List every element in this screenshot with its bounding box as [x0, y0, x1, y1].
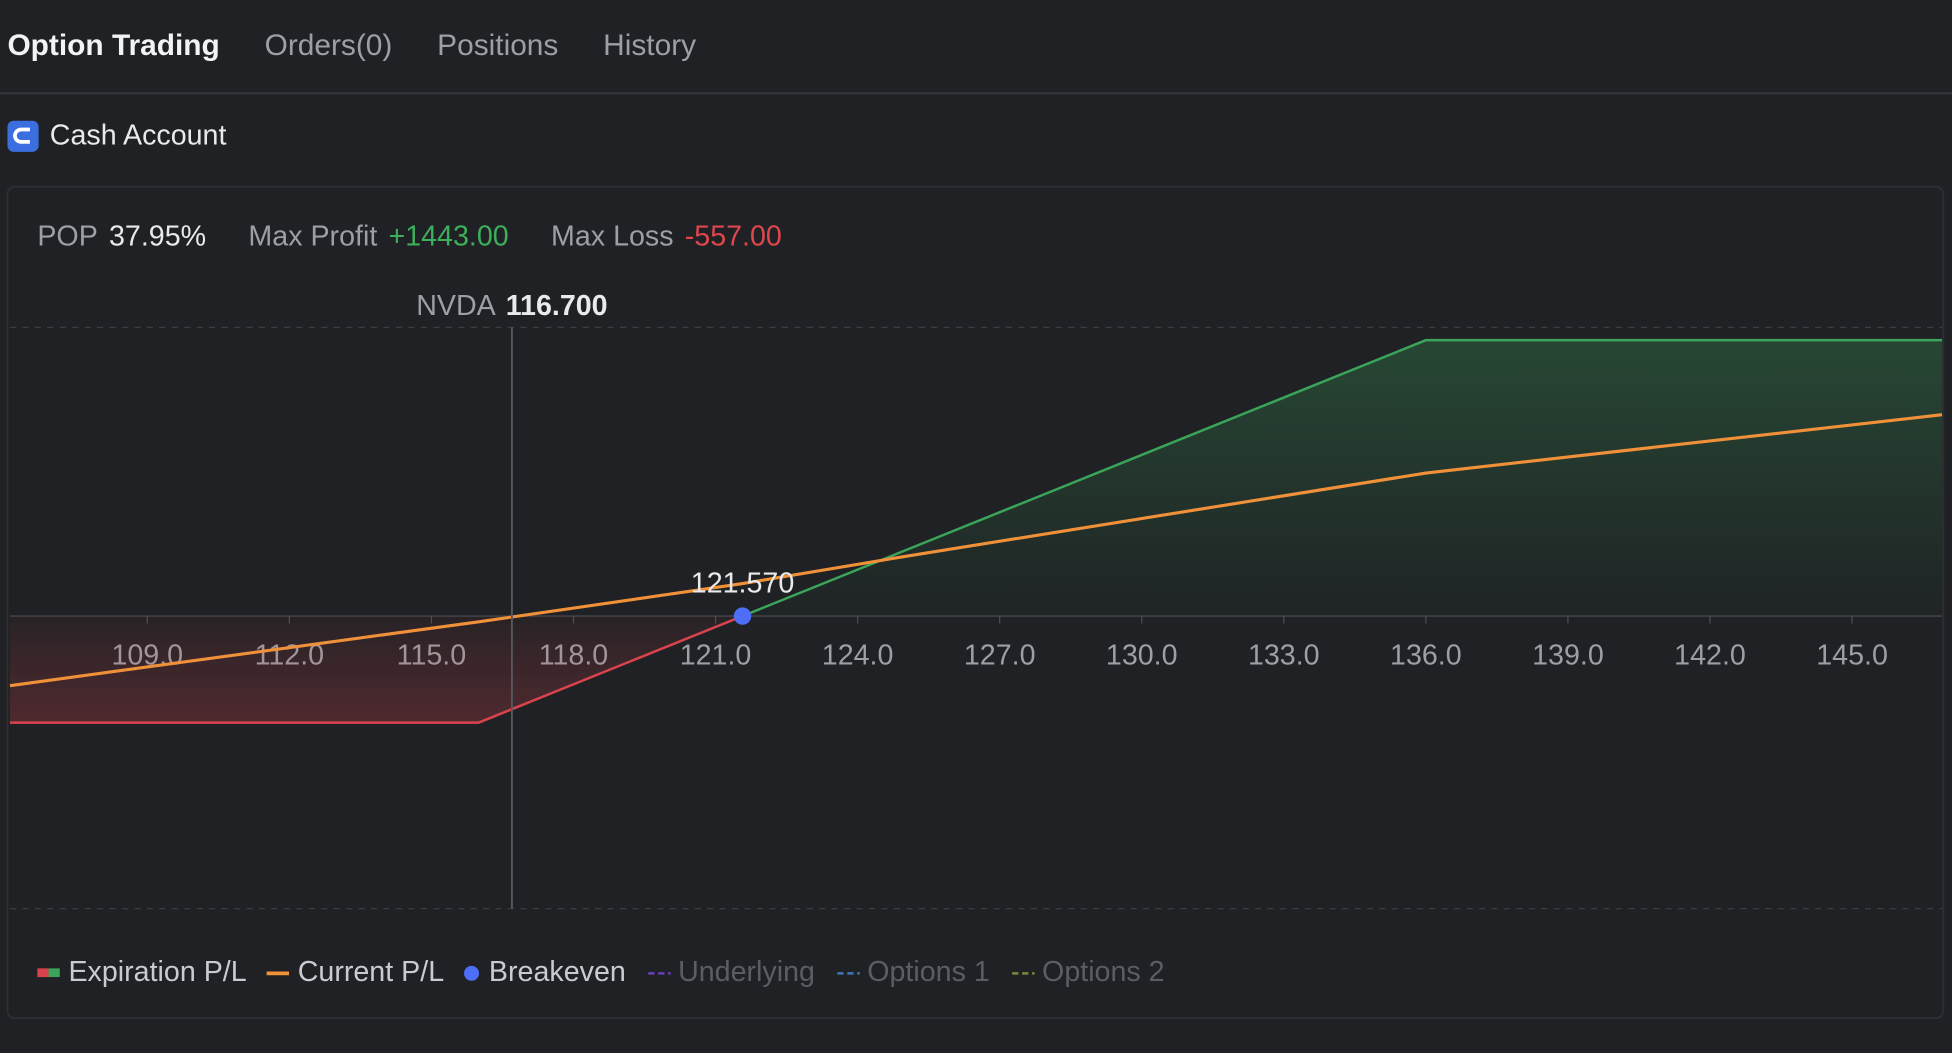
legend-label[interactable]: Options 1 [867, 956, 990, 988]
stat-value: -557.00 [685, 220, 782, 252]
x-tick-label: 127.0 [964, 640, 1036, 672]
stat-label: Max Profit [248, 220, 377, 252]
x-tick-label: 124.0 [822, 640, 894, 672]
x-tick-label: 145.0 [1816, 640, 1888, 672]
x-tick-label: 139.0 [1532, 640, 1604, 672]
x-tick-label: 133.0 [1248, 640, 1320, 672]
account-icon [7, 120, 39, 152]
legend-label[interactable]: Expiration P/L [68, 956, 246, 988]
underlying-name: NVDA [416, 290, 496, 322]
account-icon-glyph [13, 127, 30, 144]
x-tick-label: 130.0 [1106, 640, 1178, 672]
breakeven-point [733, 607, 752, 625]
tab[interactable]: Option Trading [7, 29, 219, 62]
x-tick-label: 121.0 [680, 640, 752, 672]
stat-value: +1443.00 [388, 220, 508, 252]
x-tick-label: 142.0 [1674, 640, 1746, 672]
stat-label: Max Loss [551, 220, 674, 252]
legend-icon [37, 968, 49, 978]
tab[interactable]: Orders(0) [265, 29, 393, 62]
stat-label: POP [37, 220, 97, 252]
chart-panel [6, 185, 1945, 1020]
legend-icon [464, 965, 479, 981]
legend-icon [48, 968, 60, 978]
legend-label[interactable]: Underlying [678, 956, 815, 988]
tab[interactable]: History [603, 29, 696, 62]
tab[interactable]: Positions [437, 29, 558, 62]
loss-area [9, 616, 1943, 723]
account-name[interactable]: Cash Account [50, 119, 227, 151]
breakeven-label: 121.570 [691, 568, 794, 600]
expiration-line-profit [739, 338, 1943, 617]
profit-area [742, 340, 1943, 617]
legend-label[interactable]: Breakeven [489, 956, 626, 988]
legend-label[interactable]: Current P/L [298, 956, 444, 988]
stat-value: 37.95% [109, 220, 206, 252]
legend-label[interactable]: Options 2 [1042, 956, 1165, 988]
underlying-price: 116.700 [506, 290, 608, 322]
current-line [9, 413, 1943, 688]
x-tick-label: 136.0 [1390, 640, 1462, 672]
